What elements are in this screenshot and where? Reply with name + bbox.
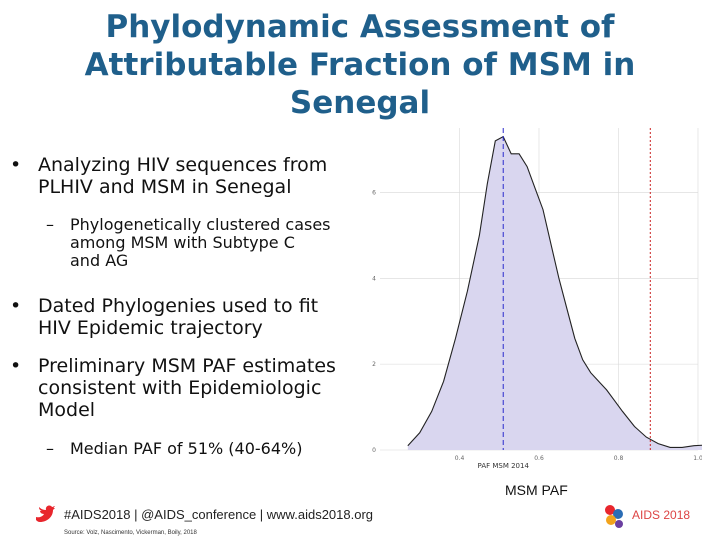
sub-bullet-dash: – xyxy=(46,215,54,234)
aids2018-logo-icon xyxy=(605,505,623,528)
bullet-dot: • xyxy=(10,154,22,176)
sub-bullet-dash: – xyxy=(46,439,54,458)
aids2018-logo-text: AIDS 2018 xyxy=(632,508,691,522)
sub-bullet-1-line-1: Phylogenetically clustered cases xyxy=(70,215,331,234)
x-axis-label: PAF MSM 2014 xyxy=(478,462,530,470)
density-line xyxy=(407,135,702,448)
density-area xyxy=(407,136,702,450)
twitter-bird-icon xyxy=(36,505,55,522)
y-tick-label: 6 xyxy=(372,189,376,196)
bullet-3-line-2: consistent with Epidemiologic xyxy=(38,377,322,399)
slide-title: Phylodynamic Assessment of Attributable … xyxy=(60,8,660,122)
footer-text[interactable]: #AIDS2018 | @AIDS_conference | www.aids2… xyxy=(64,507,374,522)
y-tick-label: 2 xyxy=(372,361,376,368)
sub-bullet-1-line-2: among MSM with Subtype C xyxy=(70,233,295,252)
bullet-3-line-1: Preliminary MSM PAF estimates xyxy=(38,355,336,377)
paf-density-chart: 0 2 4 6 0.4 0.6 0.8 1.0 PAF MSM 2014 xyxy=(372,128,702,470)
x-tick-label: 0.6 xyxy=(534,455,544,462)
y-tick-label: 4 xyxy=(372,275,376,282)
bullet-2-line-1: Dated Phylogenies used to fit xyxy=(38,295,319,317)
x-tick-label: 0.4 xyxy=(455,455,465,462)
bullet-1-line-2: PLHIV and MSM in Senegal xyxy=(38,176,292,198)
chart-caption: MSM PAF xyxy=(505,482,568,498)
title-line-2: Attributable Fraction of MSM in xyxy=(84,47,636,83)
y-tick-label: 0 xyxy=(372,447,376,454)
bullet-dot: • xyxy=(10,295,22,317)
bullet-dot: • xyxy=(10,355,22,377)
title-line-3: Senegal xyxy=(289,85,431,121)
bullet-3-line-3: Model xyxy=(38,399,96,421)
sub-bullet-1-line-3: and AG xyxy=(70,251,129,270)
sub-bullet-2-line-1: Median PAF of 51% (40-64%) xyxy=(70,439,303,458)
bullet-1-line-1: Analyzing HIV sequences from xyxy=(38,154,328,176)
title-line-1: Phylodynamic Assessment of xyxy=(105,9,615,45)
bullet-2-line-2: HIV Epidemic trajectory xyxy=(38,317,263,339)
x-tick-label: 0.8 xyxy=(614,455,624,462)
source-citation: Source: Volz, Nascimento, Vickerman, Boi… xyxy=(64,530,197,536)
x-tick-label: 1.0 xyxy=(693,455,702,462)
